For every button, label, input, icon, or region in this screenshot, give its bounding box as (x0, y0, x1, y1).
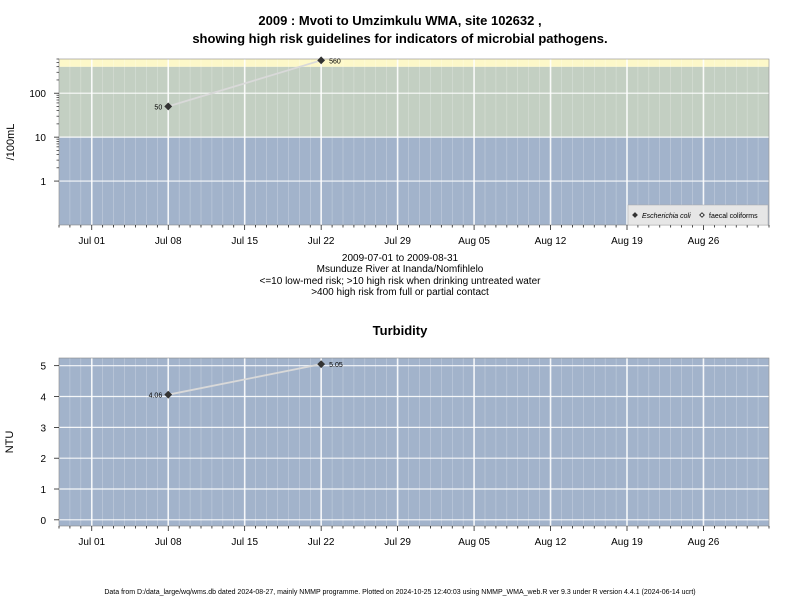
y-axis-label: /100mL (5, 124, 17, 161)
x-tick-label: Jul 08 (155, 537, 182, 548)
footer-note: Data from D:/data_large/wq/wms.db dated … (104, 589, 696, 596)
x-tick-label: Aug 12 (535, 236, 567, 247)
y-tick-label: 3 (40, 423, 46, 434)
plot-frame (58, 58, 770, 226)
data-point (317, 56, 326, 65)
legend-marker-ecoli (632, 212, 638, 218)
turbidity-title: Turbidity (372, 323, 428, 338)
x-tick-label: Aug 05 (458, 537, 490, 548)
x-tick-label: Aug 26 (688, 236, 720, 247)
x-tick-label: Jul 15 (231, 236, 258, 247)
legend-label-ecoli: Escherichia coli (642, 213, 691, 220)
y-tick-label: 1 (40, 177, 46, 188)
risk-band-1 (59, 66, 769, 138)
microbial-caption-line2: Msunduze River at Inanda/Nomfihlelo (316, 264, 484, 275)
x-tick-label: Jul 29 (384, 236, 411, 247)
x-tick-label: Jul 08 (155, 236, 182, 247)
x-tick-label: Jul 01 (78, 537, 105, 548)
y-tick-label: 0 (40, 516, 46, 527)
microbial-caption-line4: >400 high risk from full or partial cont… (311, 287, 489, 298)
y-tick-label: 4 (40, 393, 46, 404)
legend-box (627, 204, 769, 226)
plot-frame (58, 357, 770, 527)
x-tick-label: Jul 22 (308, 537, 335, 548)
risk-band-2 (59, 59, 769, 67)
x-tick-label: Aug 05 (458, 236, 490, 247)
data-point (164, 390, 173, 399)
data-label: 4.06 (149, 393, 163, 400)
y-tick-label: 2 (40, 454, 46, 465)
y-tick-label: 100 (29, 89, 46, 100)
data-label: 50 (154, 104, 162, 111)
x-tick-label: Aug 26 (688, 537, 720, 548)
series-line (167, 59, 322, 108)
legend-label-faecal: faecal coliforms (709, 213, 758, 220)
data-point (164, 102, 173, 111)
x-tick-label: Jul 29 (384, 537, 411, 548)
legend-marker-faecal (699, 212, 705, 218)
x-tick-label: Jul 01 (78, 236, 105, 247)
microbial-caption-line1: 2009-07-01 to 2009-08-31 (341, 253, 459, 264)
chart-title-line2: showing high risk guidelines for indicat… (192, 31, 608, 46)
y-tick-label: 5 (40, 362, 46, 373)
x-tick-label: Aug 19 (611, 537, 643, 548)
x-tick-label: Aug 19 (611, 236, 643, 247)
y-axis-label: NTU (4, 431, 16, 454)
chart-title-line1: 2009 : Mvoti to Umzimkulu WMA, site 1026… (258, 13, 542, 28)
data-label: 560 (329, 58, 341, 65)
data-label: 5.05 (329, 362, 343, 369)
series-line (168, 363, 322, 396)
y-tick-label: 10 (35, 133, 47, 144)
x-tick-label: Jul 22 (308, 236, 335, 247)
plot-background (59, 358, 769, 526)
x-tick-label: Jul 15 (231, 537, 258, 548)
x-tick-label: Aug 12 (535, 537, 567, 548)
data-point (317, 360, 326, 369)
y-tick-label: 1 (40, 485, 46, 496)
microbial-caption-line3: <=10 low-med risk; >10 high risk when dr… (259, 276, 541, 287)
